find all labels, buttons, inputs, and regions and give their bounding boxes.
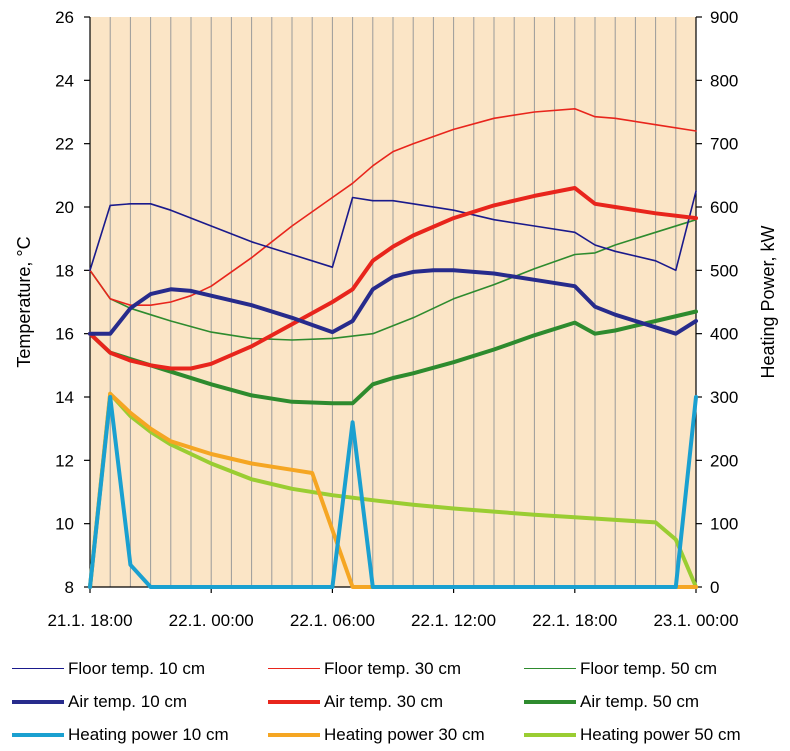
series-line-floor-temp-50-cm [89,218,697,341]
legend-swatch [12,732,64,737]
legend-label: Floor temp. 10 cm [68,658,205,678]
series-line-heating-power-50-cm [88,391,698,589]
y2-tick-label: 400 [710,325,738,344]
y-tick-label: 14 [55,388,74,407]
x-tick-label: 22.1. 12:00 [411,611,496,630]
legend-swatch [524,699,576,704]
legend-label: Heating power 30 cm [324,724,485,744]
legend: Floor temp. 10 cm Floor temp. 30 cm Floo… [12,652,782,751]
legend-item-power-50: Heating power 50 cm [524,725,780,745]
y-tick-label: 16 [55,325,74,344]
y-tick-label: 12 [55,451,74,470]
chart: 8 10 12 14 16 18 20 22 24 26 0 100 200 300 400 500 600 70… [14,8,778,630]
series-line-floor-temp-30-cm [89,108,697,307]
legend-label: Floor temp. 30 cm [324,658,461,678]
legend-swatch [12,667,64,670]
y2-tick-label: 600 [710,198,738,217]
y2-tick-label: 700 [710,135,738,154]
y2-axis-title: Heating Power, kW [758,225,778,378]
legend-label: Heating power 10 cm [68,724,229,744]
y-tick-label: 24 [55,71,74,90]
legend-row: Floor temp. 10 cm Floor temp. 30 cm Floo… [12,652,782,685]
legend-item-power-10: Heating power 10 cm [12,725,268,745]
y2-tick-label: 900 [710,8,738,27]
axes: 8 10 12 14 16 18 20 22 24 26 0 100 200 300 400 500 600 70… [47,8,738,630]
series-layer [88,108,698,589]
y-axis-title: Temperature, °C [14,236,34,367]
legend-row: Heating power 10 cm Heating power 30 cm … [12,718,782,751]
y-tick-label: 20 [55,198,74,217]
legend-swatch [524,732,576,737]
series-line-heating-power-10-cm [88,395,698,589]
y2-tick-label: 100 [710,515,738,534]
x-tick-label: 21.1. 18:00 [47,611,132,630]
legend-swatch [524,667,576,670]
y-tick-label: 26 [55,8,74,27]
y2-tick-label: 500 [710,261,738,280]
x-tick-label: 22.1. 06:00 [290,611,375,630]
legend-label: Air temp. 10 cm [68,691,188,711]
legend-label: Floor temp. 50 cm [580,658,717,678]
legend-label: Heating power 50 cm [580,724,741,744]
y2-tick-label: 0 [710,578,719,597]
legend-item-floor-10: Floor temp. 10 cm [12,659,268,679]
series-line-heating-power-30-cm [88,391,698,589]
legend-swatch [12,699,64,704]
y-tick-label: 8 [65,578,74,597]
y2-tick-label: 300 [710,388,738,407]
legend-item-power-30: Heating power 30 cm [268,725,524,745]
x-tick-label: 22.1. 00:00 [169,611,254,630]
x-tick-label: 22.1. 18:00 [532,611,617,630]
y2-tick-label: 200 [710,451,738,470]
legend-item-air-50: Air temp. 50 cm [524,692,780,712]
legend-item-floor-50: Floor temp. 50 cm [524,659,780,679]
y-tick-label: 22 [55,135,74,154]
legend-swatch [268,667,320,670]
y-tick-label: 10 [55,515,74,534]
legend-item-air-10: Air temp. 10 cm [12,692,268,712]
legend-label: Air temp. 50 cm [580,691,700,711]
y-tick-label: 18 [55,261,74,280]
legend-swatch [268,699,320,704]
legend-label: Air temp. 30 cm [324,691,444,711]
x-tick-label: 23.1. 00:00 [653,611,738,630]
series-line-floor-temp-10-cm [89,190,697,272]
legend-row: Air temp. 10 cm Air temp. 30 cm Air temp… [12,685,782,718]
series-line-air-temp-10-cm [88,268,698,336]
legend-swatch [268,732,320,737]
y2-tick-label: 800 [710,71,738,90]
legend-item-floor-30: Floor temp. 30 cm [268,659,524,679]
legend-item-air-30: Air temp. 30 cm [268,692,524,712]
series-line-air-temp-30-cm [88,186,698,371]
